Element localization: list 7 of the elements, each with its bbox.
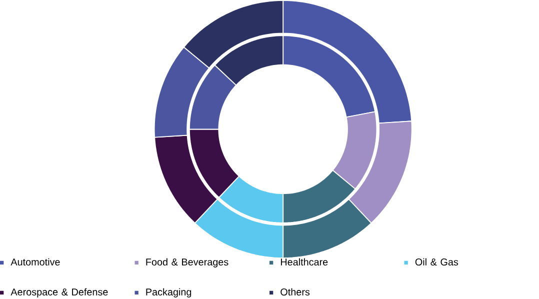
legend-label: Oil & Gas (415, 258, 458, 266)
legend-label: Packaging (146, 288, 192, 298)
legend-label: Aerospace & Defense (10, 288, 108, 298)
legend-label: Food & Beverages (146, 258, 228, 268)
legend-label: Automotive (10, 258, 60, 266)
legend-label: Others (280, 288, 310, 296)
legend-label: Healthcare (280, 258, 328, 266)
